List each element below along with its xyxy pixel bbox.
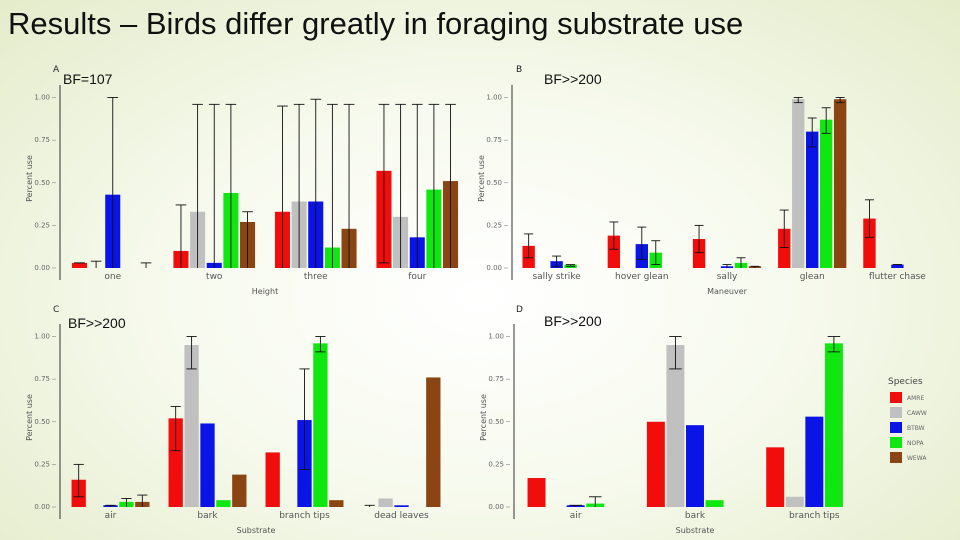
data-bar [232, 474, 247, 507]
data-bar [329, 500, 344, 507]
data-bar [705, 500, 724, 507]
data-bar [785, 496, 804, 507]
x-category-label: bark [197, 511, 218, 521]
y-tick-label: 0.00 [34, 503, 50, 511]
legend-label: AMRE [907, 395, 924, 402]
data-bar [313, 343, 328, 507]
x-axis-title: Substrate [676, 526, 715, 535]
panel-letter: A [53, 65, 60, 75]
y-axis-title: Percent use [25, 394, 34, 441]
data-bar [778, 228, 791, 268]
data-bar [891, 264, 904, 268]
y-tick-label: 0.25 [488, 460, 504, 468]
data-bar [824, 343, 843, 507]
data-bar [200, 423, 215, 507]
y-tick-label: 1.00 [34, 94, 50, 102]
legend-label: CAWW [907, 410, 927, 417]
x-category-label: bark [685, 511, 706, 521]
data-bar [686, 425, 704, 507]
y-tick-label: 0.75 [486, 136, 502, 144]
y-tick-label: 0.25 [486, 221, 502, 229]
y-axis-title: Percent use [477, 155, 486, 202]
y-tick-label: 0.00 [488, 503, 504, 511]
data-bar [833, 99, 847, 268]
legend-swatch [890, 437, 902, 448]
x-category-label: hover glean [615, 272, 669, 282]
y-axis-title: Percent use [479, 394, 488, 441]
data-bar [792, 99, 805, 268]
x-category-label: branch tips [789, 511, 840, 521]
y-tick-label: 0.25 [34, 221, 50, 229]
chart-panel-d: D BF>>200 0.00 0.25 0.50 0.75 1.00 Percent use S… [479, 305, 927, 535]
chart-panel-b: B BF>>200 0.00 0.25 0.50 0.75 1.00 Percent use M… [477, 65, 926, 296]
legend-swatch [890, 407, 902, 418]
y-tick-label: 0.50 [34, 418, 50, 426]
data-bar [168, 418, 183, 507]
data-bar [426, 377, 441, 507]
y-tick-label: 0.50 [488, 418, 504, 426]
data-bar [394, 505, 409, 507]
y-tick-label: 0.75 [34, 375, 50, 383]
data-bar [71, 262, 87, 268]
x-category-label: three [304, 272, 328, 282]
bayes-factor-label: BF>>200 [544, 313, 602, 329]
y-tick-label: 0.25 [34, 460, 50, 468]
x-axis-title: Maneuver [707, 287, 748, 296]
bayes-factor-label: BF>>200 [544, 71, 602, 87]
x-category-label: sally strike [532, 272, 581, 282]
y-tick-label: 0.75 [34, 136, 50, 144]
data-bar [806, 131, 819, 268]
y-tick-label: 1.00 [486, 94, 502, 102]
x-category-label: dead leaves [374, 511, 429, 521]
y-tick-label: 0.50 [34, 179, 50, 187]
bayes-factor-label: BF>>200 [68, 315, 126, 331]
data-bar [666, 345, 685, 507]
x-category-label: sally [717, 272, 738, 282]
panel-letter: C [53, 305, 59, 315]
data-bar [184, 345, 199, 507]
x-category-label: air [105, 511, 117, 521]
x-category-label: one [104, 272, 121, 282]
y-tick-label: 1.00 [488, 333, 504, 341]
legend-swatch [890, 422, 902, 433]
data-bar [378, 498, 393, 507]
legend-label: BTBW [907, 425, 925, 432]
slide-title: Results – Birds differ greatly in foragi… [8, 6, 744, 41]
x-category-label: four [408, 272, 426, 282]
data-bar [646, 421, 665, 507]
y-tick-label: 1.00 [34, 333, 50, 341]
legend-title: Species [888, 377, 923, 387]
y-tick-label: 0.00 [34, 264, 50, 272]
x-axis-title: Height [252, 287, 278, 296]
x-category-label: flutter chase [869, 272, 926, 282]
x-axis-title: Substrate [237, 526, 276, 535]
x-category-label: air [570, 511, 582, 521]
y-tick-label: 0.00 [486, 264, 502, 272]
data-bar [607, 235, 621, 268]
chart-panel-a: ABF=107 0.00 0.25 0.50 0.75 1.00 Percent use He… [25, 65, 459, 296]
data-bar [216, 500, 231, 507]
y-axis-title: Percent use [25, 155, 34, 202]
y-tick-label: 0.75 [488, 375, 504, 383]
data-bar [819, 119, 833, 268]
data-bar [265, 452, 280, 507]
legend-swatch [890, 452, 902, 463]
x-category-label: glean [800, 272, 825, 282]
data-bar [692, 239, 706, 268]
data-bar [863, 218, 876, 268]
legend-label: NOPA [907, 440, 924, 447]
data-bar [766, 447, 785, 507]
x-category-label: branch tips [279, 511, 330, 521]
legend-label: WEWA [907, 455, 927, 462]
x-category-label: two [206, 272, 223, 282]
bayes-factor-label: BF=107 [63, 71, 113, 87]
data-bar [805, 416, 824, 507]
legend-swatch [890, 392, 902, 403]
panel-letter: B [516, 65, 522, 75]
data-bar [527, 478, 546, 507]
y-tick-label: 0.50 [486, 179, 502, 187]
panel-letter: D [516, 305, 523, 315]
chart-panel-c: C BF>>200 0.00 0.25 0.50 0.75 1.00 Percent use S… [25, 305, 441, 535]
